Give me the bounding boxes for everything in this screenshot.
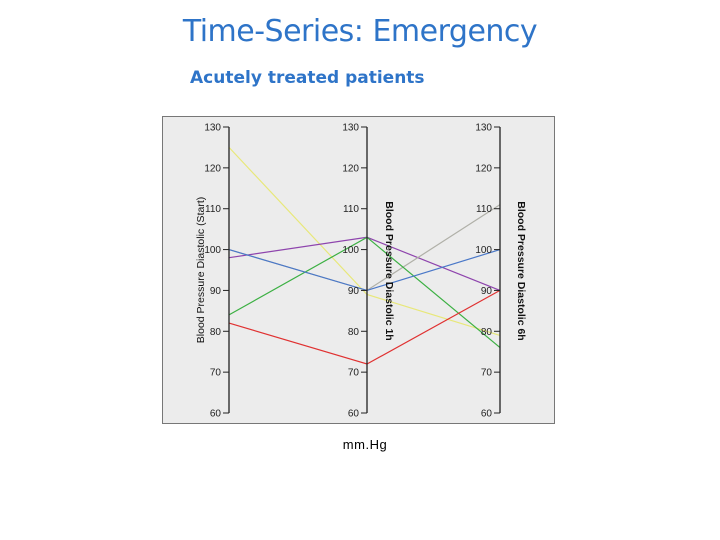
slide-subtitle: Acutely treated patients bbox=[190, 68, 425, 88]
tick-label: 90 bbox=[348, 286, 360, 297]
unit-label: mm.Hg bbox=[342, 437, 388, 452]
tick-label: 60 bbox=[481, 409, 493, 420]
chart-svg: 130 120 110 100 90 80 70 60 130 120 110 100 90 80 70 60… bbox=[162, 116, 555, 424]
tick-label: 80 bbox=[348, 327, 360, 338]
tick-label: 130 bbox=[342, 123, 359, 134]
tick-label: 90 bbox=[210, 286, 222, 297]
tick-label: 110 bbox=[476, 204, 492, 215]
tick-label: 80 bbox=[210, 327, 222, 338]
tick-label: 100 bbox=[204, 245, 221, 256]
tick-label: 70 bbox=[348, 368, 360, 379]
axis-title-start: Blood Pressure Diastolic (Start) bbox=[195, 197, 207, 343]
tick-label: 60 bbox=[348, 409, 360, 420]
axis-title-1h: Blood Pressure Diastolic 1h bbox=[383, 201, 395, 340]
tick-label: 120 bbox=[342, 163, 359, 174]
tick-label: 90 bbox=[481, 286, 493, 297]
tick-label: 70 bbox=[210, 368, 222, 379]
tick-label: 130 bbox=[475, 123, 492, 134]
slide-title: Time-Series: Emergency bbox=[182, 14, 538, 49]
tick-label: 120 bbox=[204, 163, 221, 174]
tick-label: 110 bbox=[205, 204, 221, 215]
tick-label: 110 bbox=[343, 204, 359, 215]
tick-label: 120 bbox=[475, 163, 492, 174]
tick-label: 60 bbox=[210, 409, 222, 420]
tick-label: 70 bbox=[481, 368, 493, 379]
axis-title-6h: Blood Pressure Diastolic 6h bbox=[515, 201, 527, 340]
tick-label: 80 bbox=[481, 327, 493, 338]
tick-label: 130 bbox=[204, 123, 221, 134]
parallel-coordinates-chart: 130 120 110 100 90 80 70 60 130 120 110 100 90 80 70 60… bbox=[162, 116, 555, 424]
tick-label: 100 bbox=[475, 245, 492, 256]
tick-label: 100 bbox=[342, 245, 359, 256]
